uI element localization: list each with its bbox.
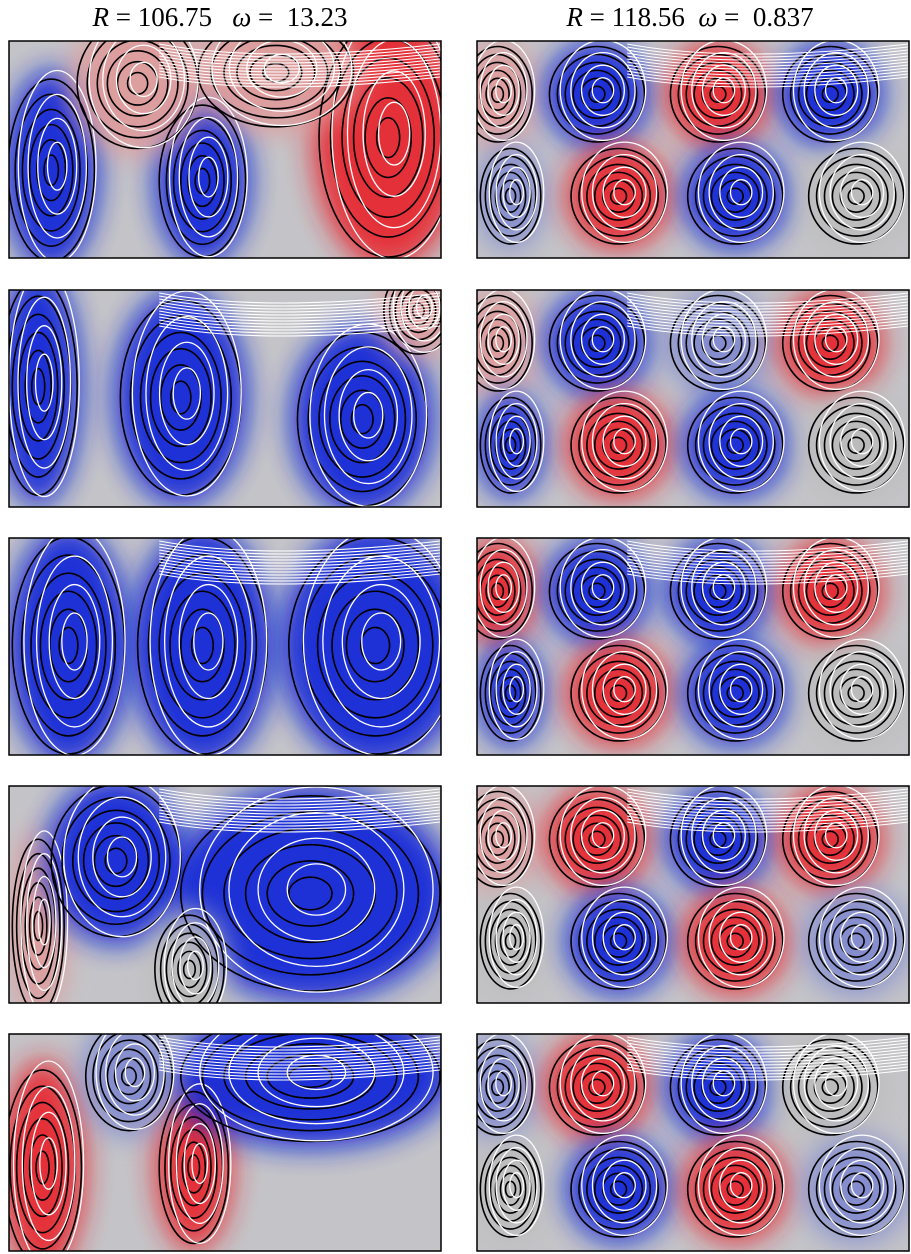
field (9, 290, 441, 507)
contour-panel (476, 785, 910, 1004)
title-part: R (566, 2, 583, 32)
title-part: ω (698, 2, 718, 32)
panel-frame (476, 289, 910, 508)
contour-panel (8, 1033, 442, 1252)
panel-frame (8, 1033, 442, 1252)
contour-panel (8, 537, 442, 756)
panel-frame (476, 1033, 910, 1252)
panel-frame (8, 785, 442, 1004)
panel-frame (476, 40, 910, 259)
title-part: = 106.75 (108, 2, 233, 32)
title-part: = 13.23 (251, 2, 348, 32)
panel-frame (476, 785, 910, 1004)
field (9, 538, 441, 755)
contour-panel (8, 289, 442, 508)
field (9, 41, 441, 258)
panel-frame (8, 40, 442, 259)
field (477, 41, 909, 258)
field (477, 786, 909, 1003)
title-part: = 0.837 (717, 2, 814, 32)
title-part: = 118.56 (582, 2, 699, 32)
field (477, 290, 909, 507)
field (477, 538, 909, 755)
contour-panel (476, 289, 910, 508)
column-title: R = 106.75 ω = 13.23 (0, 0, 440, 34)
field (9, 786, 441, 1003)
field (9, 1034, 441, 1251)
title-part: ω (232, 2, 252, 32)
column-title: R = 118.56 ω = 0.837 (470, 0, 910, 34)
contour-panel (476, 40, 910, 259)
contour-panel (476, 1033, 910, 1252)
contour-panel (8, 40, 442, 259)
contour-panel (8, 785, 442, 1004)
contour-panel (476, 537, 910, 756)
panel-frame (8, 289, 442, 508)
panel-frame (476, 537, 910, 756)
title-part: R (92, 2, 109, 32)
field (477, 1034, 909, 1251)
panel-frame (8, 537, 442, 756)
